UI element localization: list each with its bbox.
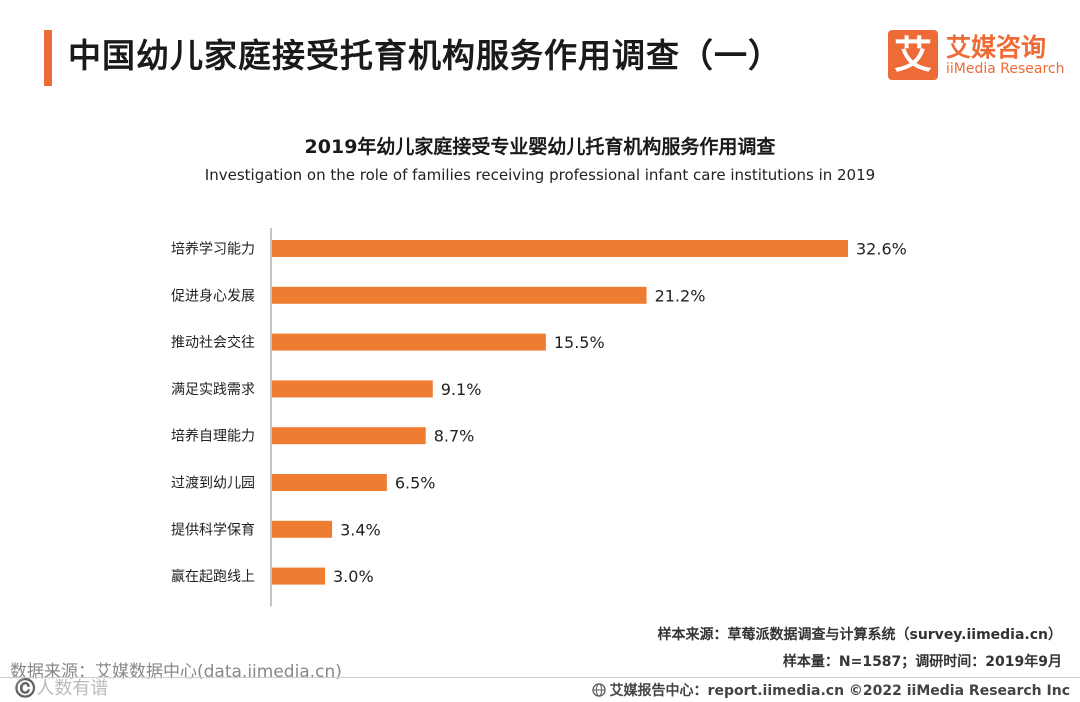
category-label: 过渡到幼儿园 <box>171 476 255 492</box>
title-accent-bar <box>44 30 52 86</box>
logo-en-text: iiMedia Research <box>946 61 1065 77</box>
iimedia-logo: 艾 艾媒咨询 iiMedia Research <box>888 28 1068 84</box>
bar <box>272 333 546 351</box>
bar <box>272 520 333 538</box>
value-label: 9.1% <box>441 380 482 399</box>
bar <box>272 286 647 304</box>
chart-title: 2019年幼儿家庭接受专业婴幼儿托育机构服务作用调查 <box>304 136 776 158</box>
bar <box>272 427 426 445</box>
bar <box>272 240 848 257</box>
value-label: 21.2% <box>655 286 706 305</box>
value-label: 8.7% <box>434 427 475 446</box>
watermark: ©️人数有谱 <box>14 678 109 699</box>
category-label: 满足实践需求 <box>171 382 255 398</box>
category-label: 培养自理能力 <box>171 429 255 445</box>
category-label: 培养学习能力 <box>171 242 255 258</box>
sample-size-note: 样本量：N=1587；调研时间：2019年9月 <box>782 654 1062 670</box>
sample-source-note: 样本来源：草莓派数据调查与计算系统（survey.iimedia.cn） <box>657 627 1062 643</box>
footer: 艾媒报告中心：report.iimedia.cn ©2022 iiMedia R… <box>591 680 1070 700</box>
bar <box>272 474 387 491</box>
category-label: 促进身心发展 <box>171 288 255 304</box>
logo-cn-text: 艾媒咨询 <box>946 33 1047 62</box>
bar <box>272 567 326 585</box>
category-label: 提供科学保育 <box>171 522 255 538</box>
value-label: 15.5% <box>554 333 605 352</box>
globe-icon <box>591 683 606 699</box>
footer-divider <box>0 677 1080 678</box>
category-label: 赢在起跑线上 <box>171 568 255 585</box>
value-label: 6.5% <box>395 474 436 493</box>
footer-text: 艾媒报告中心：report.iimedia.cn ©2022 iiMedia R… <box>609 683 1070 699</box>
chart-subtitle: Investigation on the role of families re… <box>204 166 876 184</box>
logo-mark-icon: 艾 <box>888 30 938 80</box>
page-title: 中国幼儿家庭接受托育机构服务作用调查（一） <box>68 36 782 75</box>
value-label: 3.4% <box>340 520 381 539</box>
category-label: 推动社会交往 <box>171 334 255 351</box>
bar-chart: 培养学习能力 32.6% 促进身心发展 21.2% 推动社会交往 15.5% 满足实践需求 9… <box>171 228 907 607</box>
value-label: 3.0% <box>333 567 374 586</box>
bar <box>272 380 433 398</box>
value-label: 32.6% <box>856 240 907 259</box>
